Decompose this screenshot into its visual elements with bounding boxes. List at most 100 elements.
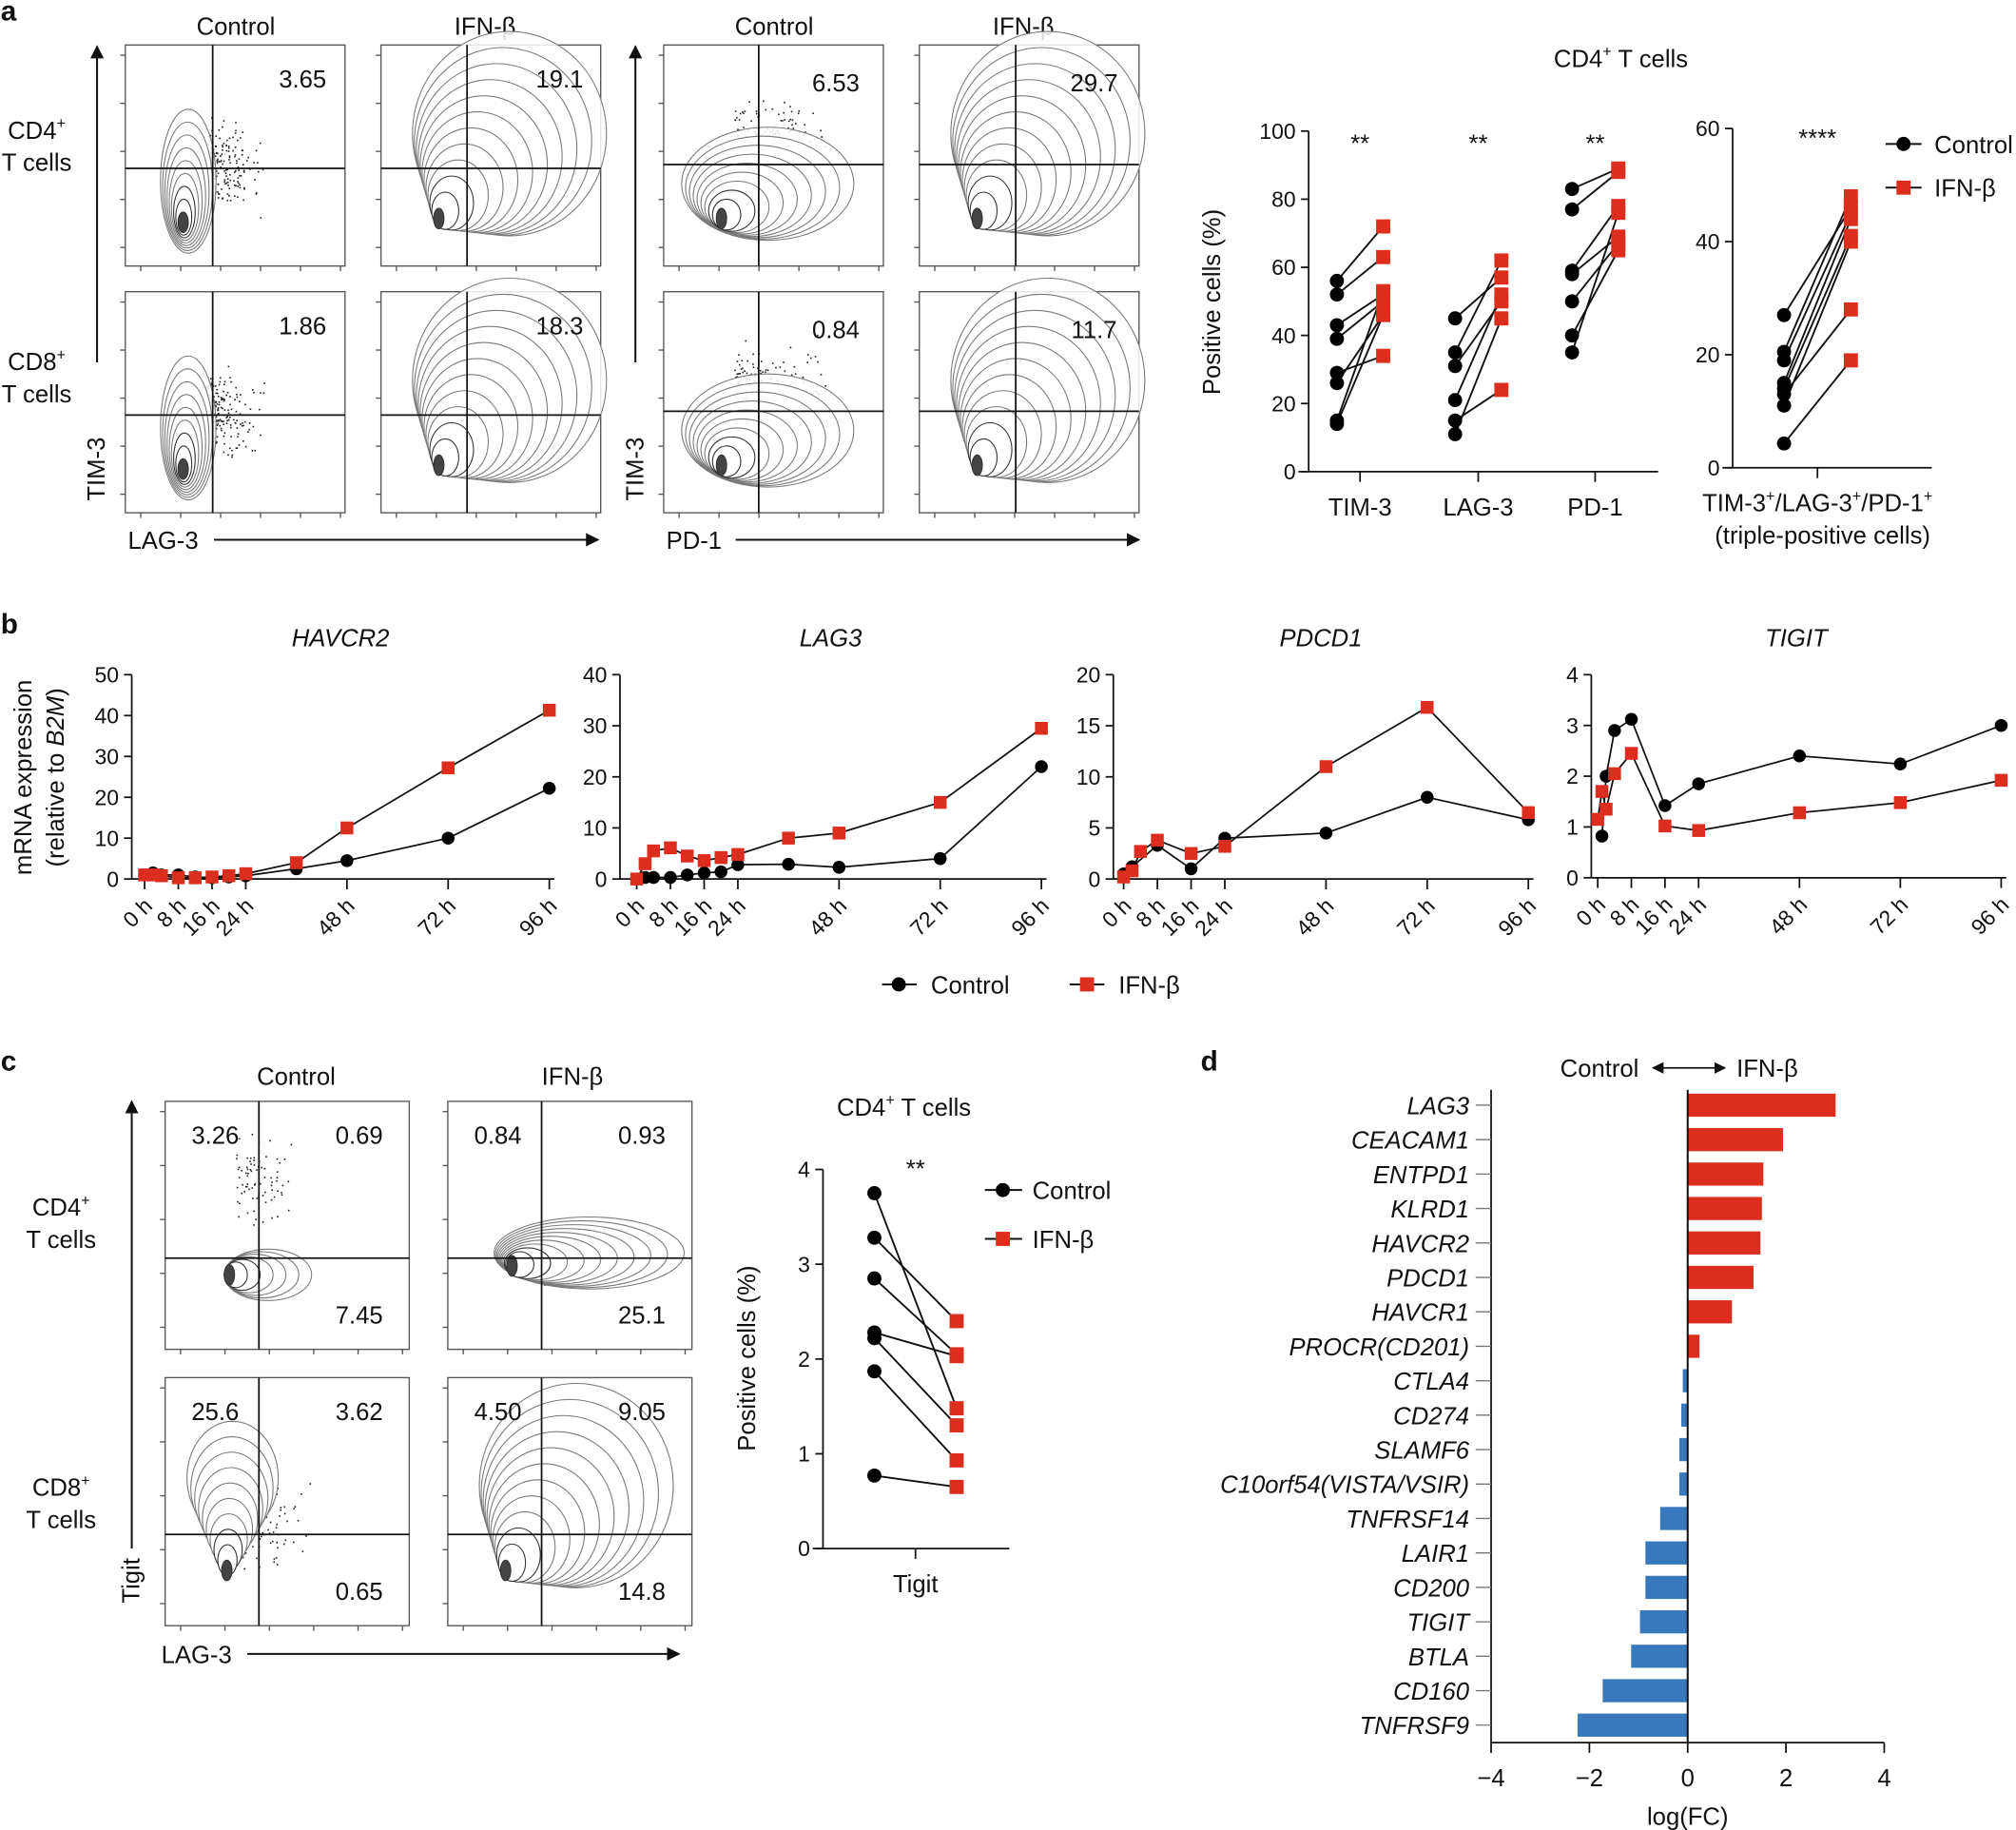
event-dot (273, 1561, 276, 1564)
event-dot (236, 396, 239, 399)
event-dot (228, 417, 231, 419)
event-dot (824, 385, 826, 387)
bar (1602, 1679, 1688, 1703)
chart-title: PDCD1 (1280, 626, 1363, 652)
event-dot (248, 428, 250, 431)
event-dot (783, 111, 785, 114)
control-point (1329, 273, 1345, 288)
event-dot (218, 161, 221, 163)
control-point (1595, 829, 1609, 843)
ifn-point (1611, 165, 1626, 180)
event-dot (812, 112, 814, 114)
event-dot (784, 370, 786, 372)
control-point (1564, 294, 1580, 309)
event-dot (748, 101, 751, 103)
y-tick-label: 100 (1259, 119, 1295, 144)
ifn-point (714, 850, 727, 865)
event-dot (219, 155, 222, 157)
event-dot (260, 392, 262, 394)
event-dot (227, 409, 229, 412)
legend-b: Control IFN-β (882, 972, 1180, 999)
gene-label: CD274 (1393, 1403, 1469, 1430)
event-dot (237, 196, 239, 199)
y-axis-title: Positive cells (%) (734, 1265, 761, 1450)
pair-line (1335, 290, 1385, 421)
control-point (1329, 287, 1345, 302)
event-dot (272, 1531, 275, 1533)
event-dot (756, 367, 759, 370)
event-dot (227, 146, 230, 149)
y-tick-label: 5 (1089, 816, 1101, 841)
event-dot (216, 162, 219, 165)
control-point (1776, 436, 1792, 451)
event-dot (220, 427, 223, 430)
x-tick-label: 24 h (1663, 892, 1711, 940)
plot-frame (125, 44, 346, 267)
event-dot (752, 353, 754, 356)
event-dot (255, 193, 258, 195)
event-dot (217, 158, 219, 161)
y-axis-label: TIM-3 (84, 438, 110, 501)
event-dot (251, 1133, 254, 1136)
ifn-point (1608, 767, 1621, 781)
y-tick-label: 40 (1271, 323, 1296, 348)
event-dot (222, 126, 223, 128)
ifn-point (949, 1314, 964, 1329)
event-dot (283, 1543, 285, 1546)
control-point (1994, 718, 2008, 732)
significance-stars: ** (1350, 130, 1369, 157)
contour-line (715, 207, 727, 230)
event-dot (227, 419, 230, 421)
legend-marker-control (996, 1182, 1011, 1197)
control-point (832, 861, 846, 874)
control-point (1329, 331, 1345, 346)
pair-line (1571, 249, 1619, 337)
event-dot (238, 1138, 241, 1140)
event-dot (734, 110, 737, 112)
event-dot (221, 144, 223, 146)
x-axis-title: TIM-3+/LAG-3+/PD-1+ (1702, 488, 1932, 517)
gene-label: LAIR1 (1402, 1541, 1469, 1567)
contour-line (221, 1559, 233, 1582)
event-dot (236, 162, 238, 165)
pair-line (1336, 225, 1385, 282)
y-tick-label: 1 (798, 1442, 810, 1467)
event-dot (227, 194, 230, 197)
event-dot (219, 377, 222, 380)
event-dot (821, 136, 823, 138)
ifn-point (832, 827, 846, 840)
event-dot (223, 432, 226, 435)
y-tick-label: 0 (798, 1536, 810, 1561)
panel-label-d: d (1201, 1045, 1218, 1077)
control-point (1608, 724, 1621, 737)
event-dot (236, 393, 238, 396)
bar (1687, 1128, 1784, 1152)
control-point (1319, 827, 1333, 840)
x-axis-label: LAG-3 (162, 1642, 232, 1668)
event-dot (233, 195, 236, 197)
event-dot (239, 413, 242, 416)
event-dot (806, 361, 808, 363)
ifn-point (1319, 760, 1333, 773)
x-tick-label: 72 h (1865, 892, 1912, 940)
event-dot (236, 1158, 238, 1159)
event-dot (746, 360, 748, 362)
x-axis-label-lag3: LAG-3 (127, 528, 198, 555)
event-dot (253, 1157, 256, 1159)
bar (1687, 1197, 1762, 1220)
legend-label-ifn: IFN-β (1118, 972, 1180, 999)
event-dot (752, 363, 754, 365)
x-tick-label: 2 (1779, 1765, 1793, 1792)
chart-title: HAVCR2 (292, 626, 390, 652)
x-axis-label-pd1: PD-1 (667, 528, 722, 555)
quadrant-value: 3.65 (279, 67, 326, 93)
x-tick-label: 24 h (703, 893, 750, 941)
ifn-point (1843, 234, 1858, 249)
contour-line (971, 207, 983, 230)
x-tick-label: 48 h (312, 893, 359, 941)
y-tick-label: 30 (94, 744, 119, 769)
contour-line (433, 454, 445, 477)
event-dot (276, 1564, 279, 1566)
legend-label-control: Control (1033, 1178, 1112, 1205)
